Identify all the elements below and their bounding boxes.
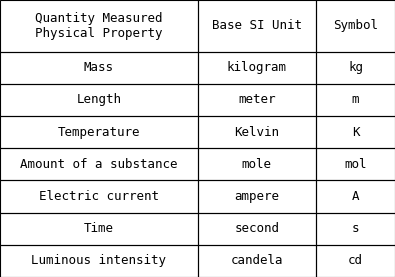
Text: mole: mole [242,158,272,171]
Text: meter: meter [238,93,275,106]
Text: Time: Time [84,222,114,235]
Text: m: m [352,93,359,106]
Bar [0,148,198,180]
Text: Kelvin: Kelvin [234,125,279,138]
Text: Temperature: Temperature [58,125,140,138]
Text: candela: candela [231,254,283,267]
Bar [198,116,316,148]
Bar [0,84,198,116]
Bar [198,212,316,245]
Bar [316,0,395,52]
Bar [316,148,395,180]
Text: Electric current: Electric current [39,190,159,203]
Bar [0,245,198,277]
Bar [0,116,198,148]
Text: Symbol: Symbol [333,19,378,32]
Text: Amount of a substance: Amount of a substance [20,158,177,171]
Text: ampere: ampere [234,190,279,203]
Text: mol: mol [344,158,367,171]
Bar [198,52,316,84]
Bar [0,52,198,84]
Text: Quantity Measured
Physical Property: Quantity Measured Physical Property [35,12,162,40]
Bar [316,52,395,84]
Bar [316,212,395,245]
Text: Length: Length [76,93,121,106]
Bar [0,180,198,212]
Bar [316,180,395,212]
Bar [0,0,198,52]
Text: Mass: Mass [84,61,114,74]
Bar [316,84,395,116]
Bar [198,180,316,212]
Bar [198,148,316,180]
Bar [316,116,395,148]
Text: second: second [234,222,279,235]
Bar [198,0,316,52]
Text: s: s [352,222,359,235]
Text: A: A [352,190,359,203]
Text: K: K [352,125,359,138]
Bar [198,245,316,277]
Text: kilogram: kilogram [227,61,287,74]
Text: Base SI Unit: Base SI Unit [212,19,302,32]
Bar [0,212,198,245]
Text: kg: kg [348,61,363,74]
Text: Luminous intensity: Luminous intensity [31,254,166,267]
Text: cd: cd [348,254,363,267]
Bar [198,84,316,116]
Bar [316,245,395,277]
